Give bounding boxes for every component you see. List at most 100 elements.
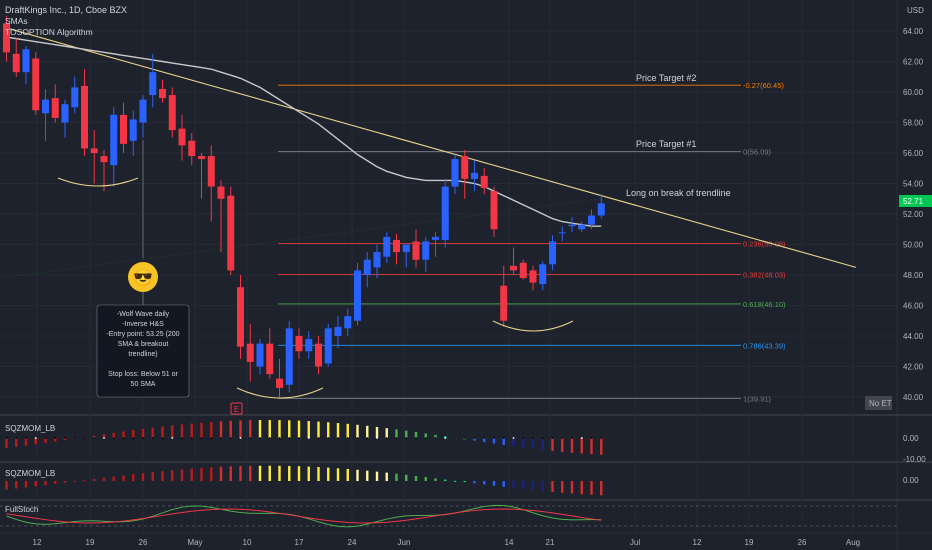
sqz2-bar — [561, 481, 564, 493]
sqz1-label[interactable]: SQZMOM_LB — [5, 424, 55, 433]
sqz2-bar — [278, 465, 281, 481]
time-tick-label: Jun — [398, 538, 411, 547]
sqz1-dot — [112, 437, 115, 439]
sqz1-bar — [512, 438, 515, 447]
sqz1-dot — [34, 437, 37, 439]
sqz2-bar — [44, 481, 47, 486]
candle — [159, 79, 166, 103]
sqz2-bar — [190, 468, 193, 481]
price-tick-label: 42.00 — [903, 363, 924, 372]
sqz1-dot — [571, 437, 573, 439]
sqz1-dot — [327, 437, 330, 439]
price-axis[interactable]: 64.00 62.00 60.00 58.00 56.00 54.00 52.00 50.00… — [903, 27, 924, 402]
candle — [285, 320, 293, 393]
sqz2-bar — [366, 470, 369, 481]
sqz2-bar — [229, 466, 232, 481]
candle — [422, 236, 430, 272]
sqz1-dot — [395, 437, 398, 439]
sqz2-bar — [463, 481, 466, 483]
sqz1-dot — [190, 437, 193, 439]
sqz1-bar — [5, 438, 8, 449]
candle — [90, 130, 98, 184]
sqz1-dot — [444, 437, 447, 439]
sqz2-bar — [444, 479, 447, 481]
fib-label: -0.27(60.45) — [743, 81, 784, 90]
candle — [383, 232, 391, 263]
time-tick-label: 19 — [745, 538, 754, 547]
time-tick-label: Jul — [630, 538, 640, 547]
time-tick-label: 12 — [33, 538, 42, 547]
sqz1-dot — [356, 437, 359, 439]
sqz2-bar — [132, 474, 135, 481]
time-tick-label: 19 — [86, 538, 95, 547]
indicator-sma-label[interactable]: SMAs — [5, 16, 28, 26]
sqz2-bar — [93, 479, 96, 481]
sqz1-bar — [278, 420, 281, 438]
sqz1-dot — [142, 437, 144, 439]
sqz1-dot — [229, 437, 232, 439]
stoch-d-line — [6, 508, 602, 524]
sqz1-bar — [180, 424, 184, 438]
emoji-glyph: 😎 — [133, 269, 153, 287]
fib-levels: -0.27(60.45) 0(56.09) 0.236(50.06) 0.382(48… — [0, 81, 786, 403]
sqz1-tick-0: 0.00 — [903, 434, 919, 443]
sqz1-dot — [132, 437, 135, 439]
price-tick-label: 46.00 — [903, 302, 924, 311]
fib-label: 0.382(48.03) — [743, 271, 786, 280]
candle — [227, 186, 235, 275]
candle — [295, 328, 303, 359]
sqz1-dot — [512, 437, 515, 439]
candle — [451, 154, 459, 195]
pattern-arc — [492, 320, 574, 332]
candle — [81, 69, 88, 157]
sqz1-dot — [239, 437, 242, 439]
price-tick-label: 44.00 — [903, 332, 924, 341]
sqz1-dot — [210, 437, 213, 439]
candle — [432, 232, 439, 257]
indicator-algo-label[interactable]: TOSOPTION Algorithm — [5, 27, 93, 37]
sqz2-bar — [288, 465, 291, 481]
sqz1-bar — [171, 425, 174, 438]
candle — [510, 247, 517, 275]
sqz2-bar — [210, 467, 213, 481]
sqz1-bar — [483, 438, 486, 443]
sqz1-bar — [239, 420, 242, 438]
pattern-arc — [57, 177, 139, 187]
candle — [402, 244, 410, 268]
sqz1-dot — [151, 437, 154, 439]
sqz2-bar — [180, 469, 184, 481]
sqz2-bar — [541, 481, 544, 492]
candle — [22, 46, 30, 85]
time-axis[interactable]: 12 19 26 May 10 17 24 Jun 14 21 Jul 12 19 26 Aug — [33, 538, 861, 547]
candle — [529, 265, 537, 291]
sqz2-bar — [570, 481, 574, 494]
candle — [207, 145, 215, 222]
candle — [198, 153, 205, 199]
note-box[interactable] — [96, 304, 190, 398]
sqz1-dot — [268, 437, 271, 439]
emoji-icon[interactable] — [128, 262, 158, 292]
sqz1-bar — [288, 420, 291, 438]
sqz1-dot — [288, 437, 291, 439]
sqz1-bar — [590, 438, 593, 455]
trendline-path[interactable] — [6, 27, 857, 268]
session-badge[interactable] — [865, 396, 892, 410]
candle — [61, 99, 69, 138]
note-line: SMA & breakout — [118, 341, 169, 348]
stoch-label[interactable]: FullStoch — [5, 505, 38, 514]
sqz1-bar — [122, 431, 125, 438]
sqz2-bar — [219, 466, 223, 481]
sqz1-dot — [473, 437, 476, 439]
candle — [578, 221, 586, 233]
candle — [549, 235, 556, 271]
sqz1-dot — [83, 437, 86, 439]
trendline[interactable] — [6, 27, 857, 268]
earnings-marker[interactable] — [230, 402, 243, 415]
sqz2-bar — [336, 468, 340, 481]
sqz2-label[interactable]: SQZMOM_LB — [5, 469, 55, 478]
sqz2-bar — [171, 470, 174, 481]
sqz2-bar — [54, 481, 57, 484]
sqz2-bar — [483, 481, 486, 485]
sqz1-dot — [161, 437, 164, 439]
